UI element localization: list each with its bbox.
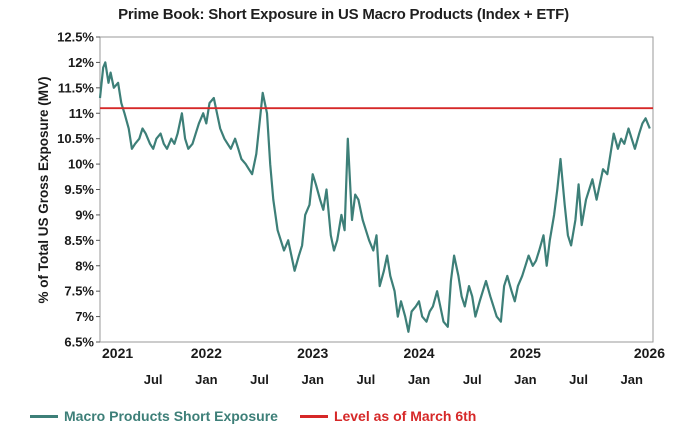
x-month-label: Jul <box>250 372 269 387</box>
x-month-label: Jul <box>463 372 482 387</box>
plot-frame <box>99 36 654 343</box>
legend-label-reference: Level as of March 6th <box>333 408 477 424</box>
x-month-label: Jan <box>408 372 430 387</box>
y-tick-label: 7.5% <box>64 284 94 299</box>
legend-swatch-reference <box>299 414 328 418</box>
y-tick-label: 6.5% <box>64 335 94 350</box>
legend-item-series: Macro Products Short Exposure <box>30 408 278 424</box>
x-axis-labels: 2021 2022 2023 2024 2025 2026 Jul Jan Jul Jan Jul J… <box>102 345 665 387</box>
y-tick-label: 8.5% <box>64 233 94 248</box>
x-year-label: 2022 <box>191 345 222 361</box>
legend-swatch-series <box>30 414 58 418</box>
x-month-label: Jan <box>195 372 217 387</box>
y-tick-label: 12.5% <box>57 30 94 45</box>
x-month-label: Jul <box>356 372 375 387</box>
legend-label-series: Macro Products Short Exposure <box>64 408 278 424</box>
series-line <box>98 61 651 333</box>
y-tick-label: 8% <box>75 258 94 273</box>
x-month-label: Jul <box>144 372 163 387</box>
y-tick-label: 9% <box>75 207 94 222</box>
x-year-label: 2026 <box>634 345 665 361</box>
y-tick-label: 7% <box>75 309 94 324</box>
x-month-label: Jan <box>514 372 536 387</box>
legend-item-reference: Level as of March 6th <box>299 408 477 424</box>
x-year-label: 2023 <box>297 345 328 361</box>
y-axis-ticks: 12.5% 12% 11.5% 11% 10.5% 10% 9.5% 9% 8.5% 8% 7.5%… <box>57 30 100 350</box>
chart-svg: 12.5% 12% 11.5% 11% 10.5% 10% 9.5% 9% 8.5% 8% 7.5%… <box>36 30 665 388</box>
x-month-label: Jan <box>301 372 323 387</box>
y-tick-label: 11% <box>69 106 95 121</box>
x-month-label: Jan <box>621 372 643 387</box>
y-tick-label: 9.5% <box>64 182 94 197</box>
x-month-label: Jul <box>569 372 588 387</box>
y-tick-label: 10.5% <box>57 131 94 146</box>
series-layer <box>98 61 651 333</box>
y-tick-label: 11.5% <box>58 80 95 95</box>
y-axis-label: % of Total US Gross Exposure (MV) <box>36 76 51 303</box>
chart-title: Prime Book: Short Exposure in US Macro P… <box>118 6 569 23</box>
x-year-label: 2021 <box>102 345 133 361</box>
x-year-label: 2025 <box>510 345 541 361</box>
y-tick-label: 10% <box>68 157 94 172</box>
x-year-label: 2024 <box>403 345 434 361</box>
y-tick-label: 12% <box>68 55 94 70</box>
legend: Macro Products Short Exposure Level as o… <box>30 408 498 424</box>
